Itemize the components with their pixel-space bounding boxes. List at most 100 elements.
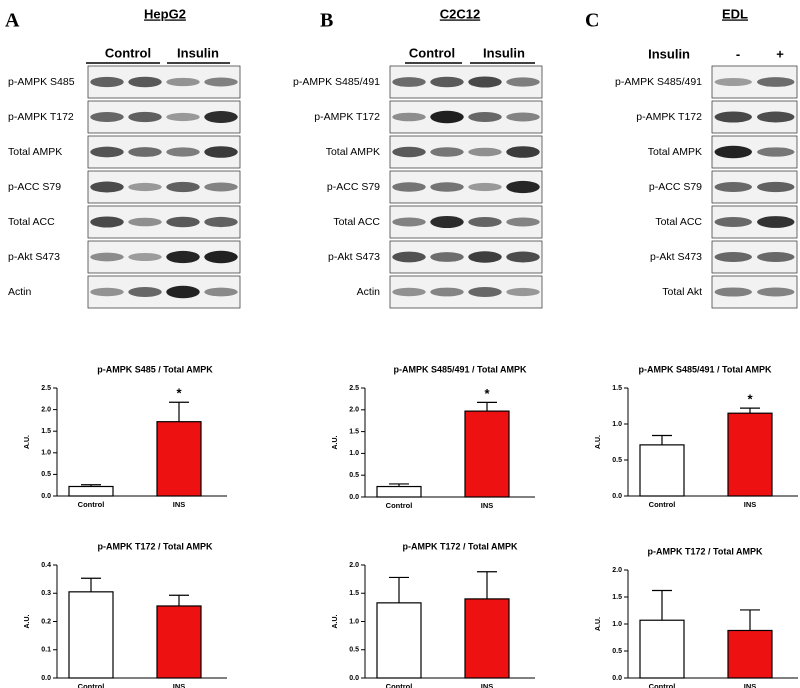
blot-band (204, 182, 238, 192)
group-label: Insulin (177, 45, 219, 60)
bar (376, 602, 422, 679)
blot-band (128, 147, 162, 157)
panel-title: EDL (722, 6, 748, 21)
blot-band (392, 182, 426, 192)
group-label: Insulin (648, 46, 690, 61)
bar (464, 410, 510, 498)
x-tick-label: Control (386, 682, 413, 688)
blot-band (90, 76, 124, 88)
blot-label: p-ACC S79 (327, 181, 380, 193)
blot-band (90, 252, 124, 262)
blot-band (468, 147, 502, 157)
x-tick-label: Control (386, 501, 413, 510)
blot-band (90, 216, 124, 228)
bar (727, 412, 773, 497)
blot-band (714, 111, 752, 123)
bar (376, 485, 422, 498)
blot-band (714, 77, 752, 87)
bar (68, 485, 114, 497)
blot-label: Total AMPK (8, 146, 62, 158)
y-tick-label: 0.5 (349, 472, 359, 479)
y-tick-label: 0.4 (41, 562, 51, 569)
significance-mark: * (176, 386, 182, 401)
x-tick-label: INS (481, 682, 494, 688)
blot-band (392, 217, 426, 227)
blot-band (392, 77, 426, 87)
blot-label: p-AMPK T172 (636, 111, 702, 123)
y-tick-label: 1.0 (612, 421, 622, 428)
y-tick-label: 1.0 (41, 450, 51, 457)
chart-title: p-AMPK S485 / Total AMPK (97, 364, 213, 374)
blot-band (392, 287, 426, 297)
blot-band (468, 76, 502, 88)
blot-band (430, 76, 464, 88)
y-tick-label: 1.5 (349, 428, 359, 435)
panel-letter: C (585, 10, 599, 32)
y-axis-label: A.U. (595, 435, 602, 449)
blot-band (430, 147, 464, 157)
blot-band (90, 287, 124, 297)
y-tick-label: 0.5 (612, 457, 622, 464)
blot-band (714, 287, 752, 297)
blot-band (757, 287, 795, 297)
blot-band (166, 250, 200, 264)
blot-band (714, 252, 752, 262)
blot-label: Total ACC (655, 216, 702, 228)
blot-frame (389, 275, 543, 309)
y-tick-label: 0.0 (349, 675, 359, 682)
y-tick-label: 0.5 (349, 647, 359, 654)
y-axis-label: A.U. (24, 614, 31, 628)
bar (68, 591, 114, 679)
y-tick-label: 2.0 (612, 567, 622, 574)
blot-band (468, 182, 502, 192)
y-tick-label: 2.0 (41, 406, 51, 413)
bar (156, 421, 202, 497)
blot-band (757, 147, 795, 157)
blot-band (468, 112, 502, 122)
y-tick-label: 0.5 (612, 648, 622, 655)
y-tick-label: 0.1 (41, 647, 51, 654)
bar (639, 619, 685, 679)
blot-band (204, 287, 238, 297)
x-tick-label: INS (481, 501, 494, 510)
blot-label: p-AMPK T172 (314, 111, 380, 123)
blot-band (506, 77, 540, 87)
blot-band (757, 252, 795, 262)
x-tick-label: Control (649, 500, 676, 509)
group-label: Control (105, 45, 151, 60)
blot-band (392, 251, 426, 263)
blot-band (392, 112, 426, 122)
blot-band (204, 77, 238, 87)
x-tick-label: INS (173, 682, 186, 688)
y-axis-label: A.U. (595, 617, 602, 631)
blot-band (166, 216, 200, 228)
y-tick-label: 2.0 (349, 562, 359, 569)
y-tick-label: 2.5 (41, 385, 51, 392)
blot-band (430, 182, 464, 192)
y-tick-label: 1.5 (349, 590, 359, 597)
y-tick-label: 0.2 (41, 618, 51, 625)
bar (639, 444, 685, 497)
chart-title: p-AMPK S485/491 / Total AMPK (638, 364, 772, 374)
blot-label: p-AMPK S485 (8, 76, 75, 88)
blot-band (128, 76, 162, 88)
panel-title: C2C12 (440, 6, 480, 21)
blot-label: p-AMPK S485/491 (293, 76, 380, 88)
blot-band (166, 147, 200, 157)
blot-label: Total Akt (662, 286, 702, 298)
blot-label: Total ACC (8, 216, 55, 228)
group-label: Control (409, 45, 455, 60)
blot-label: Total AMPK (648, 146, 702, 158)
chart-title: p-AMPK S485/491 / Total AMPK (393, 364, 527, 374)
blot-band (714, 217, 752, 227)
chart-title: p-AMPK T172 / Total AMPK (97, 541, 213, 551)
bar (464, 598, 510, 679)
blot-band (468, 216, 502, 228)
y-tick-label: 1.5 (612, 594, 622, 601)
blot-band (128, 287, 162, 297)
x-tick-label: INS (744, 682, 757, 688)
chart-title: p-AMPK T172 / Total AMPK (402, 541, 518, 551)
blot-band (430, 215, 464, 229)
blot-band (128, 252, 162, 262)
